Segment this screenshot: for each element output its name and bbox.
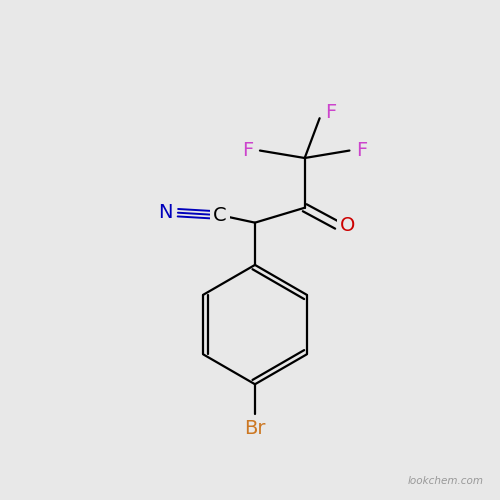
Text: lookchem.com: lookchem.com bbox=[408, 476, 484, 486]
Text: C: C bbox=[214, 206, 227, 225]
Text: F: F bbox=[325, 103, 336, 122]
Text: Br: Br bbox=[244, 418, 266, 438]
Text: O: O bbox=[340, 216, 355, 234]
Text: F: F bbox=[242, 141, 253, 160]
Text: N: N bbox=[158, 203, 172, 222]
Text: F: F bbox=[356, 141, 368, 160]
